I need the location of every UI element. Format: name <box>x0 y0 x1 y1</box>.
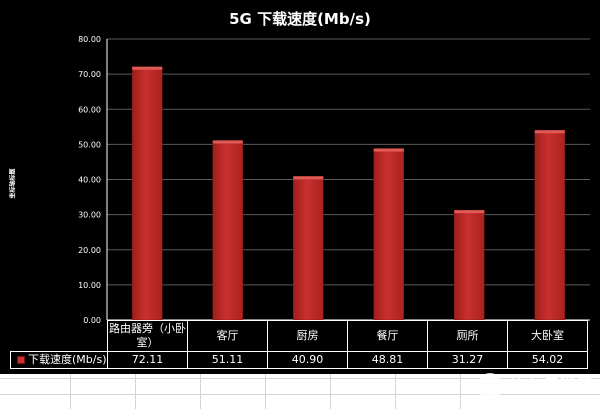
bar <box>454 209 485 321</box>
bar-top-cap <box>454 210 485 214</box>
series-legend-cell: 下载速度(Mb/s) <box>10 351 108 369</box>
watermark-sub-text: SMZDM.COM <box>508 394 570 403</box>
category-label: 厨房 <box>267 320 348 352</box>
bar <box>373 148 404 321</box>
y-tick-label: 10.00 <box>78 281 101 290</box>
value-label: 48.81 <box>347 351 428 369</box>
value-label: 72.11 <box>107 351 188 369</box>
bar <box>212 140 243 321</box>
grid-col-line <box>330 374 331 409</box>
bar-top-cap <box>132 66 163 70</box>
y-tick-label: 30.00 <box>78 211 101 220</box>
table-value-row: 下载速度(Mb/s) 72.11 51.11 40.90 48.81 31.27… <box>10 351 588 369</box>
bar <box>132 66 163 321</box>
y-tick-label: 80.00 <box>78 35 101 44</box>
category-label: 厕所 <box>427 320 508 352</box>
value-label: 40.90 <box>267 351 348 369</box>
chart-title: 5G 下载速度(Mb/s) <box>229 10 371 28</box>
bar-top-cap <box>212 140 243 144</box>
legend-key-icon <box>17 356 25 364</box>
smzdm-logo-icon <box>476 373 503 399</box>
grid-col-line <box>200 374 201 409</box>
value-label: 51.11 <box>187 351 268 369</box>
watermark-main-text: 什么值得买 <box>508 375 594 393</box>
grid-col-line <box>265 374 266 409</box>
bar <box>293 176 324 321</box>
y-tick-label: 60.00 <box>78 105 101 114</box>
y-tick-label: 70.00 <box>78 70 101 79</box>
bar <box>534 130 565 321</box>
category-label: 路由器旁（小卧室） <box>107 320 188 352</box>
series-name: 下载速度(Mb/s) <box>28 353 107 366</box>
watermark: 什么值得买 SMZDM.COM <box>476 373 594 403</box>
value-label: 31.27 <box>427 351 508 369</box>
y-tick-label: 20.00 <box>78 246 101 255</box>
bar-top-cap <box>373 148 404 152</box>
table-corner-cell <box>10 320 108 352</box>
grid-col-line <box>135 374 136 409</box>
category-label: 客厅 <box>187 320 268 352</box>
grid-row-line <box>0 378 600 379</box>
category-label: 大卧室 <box>507 320 588 352</box>
grid-row-line <box>0 394 600 395</box>
y-tick-label: 40.00 <box>78 176 101 185</box>
grid-col-line <box>460 374 461 409</box>
chart-plot: 0.0010.0020.0030.0040.0050.0060.0070.008… <box>78 35 590 325</box>
chart-panel: 0.00 10.00 20.00 30.00 40.00 50.00 60.00 70.00 8… <box>0 0 600 374</box>
y-tick-label: 50.00 <box>78 140 101 149</box>
value-label: 54.02 <box>507 351 588 369</box>
category-label: 餐厅 <box>347 320 428 352</box>
table-header-row: 路由器旁（小卧室） 客厅 厨房 餐厅 厕所 大卧室 <box>10 320 588 352</box>
bar-top-cap <box>293 176 324 180</box>
grid-col-line <box>395 374 396 409</box>
data-table: 路由器旁（小卧室） 客厅 厨房 餐厅 厕所 大卧室 下载速度(Mb/s) 72.… <box>10 320 588 369</box>
y-axis-title: 坐标轴标题 <box>9 168 17 199</box>
grid-col-line <box>70 374 71 409</box>
bar-top-cap <box>534 130 565 134</box>
